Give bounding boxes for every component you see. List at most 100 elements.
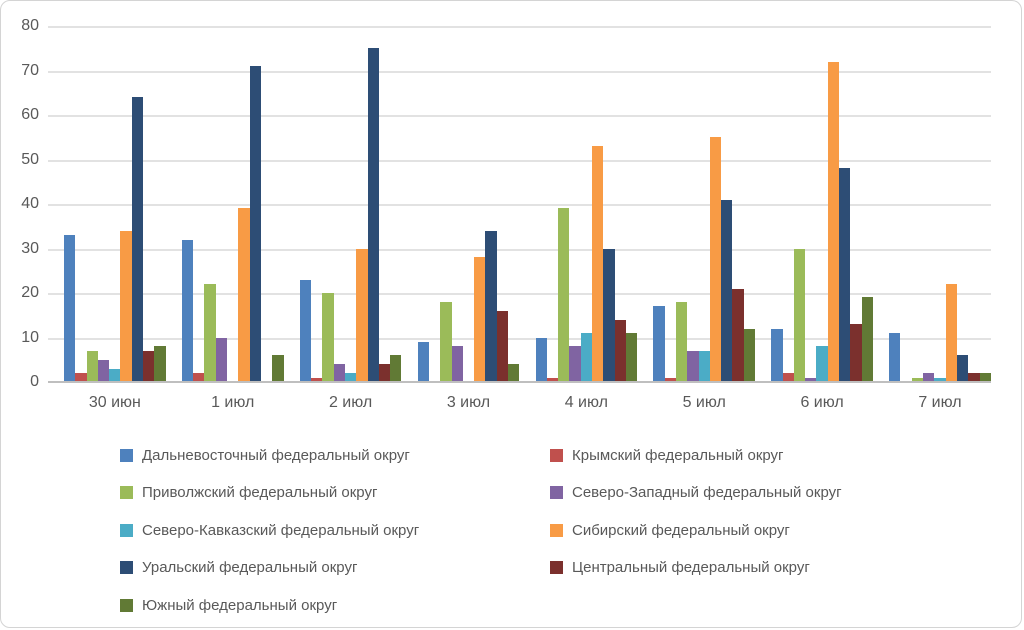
bar bbox=[591, 146, 604, 382]
gridline bbox=[48, 337, 991, 340]
bar bbox=[215, 337, 228, 382]
x-tick-label: 2 июл bbox=[328, 394, 373, 411]
legend: Дальневосточный федеральный округ Крымски… bbox=[1, 439, 1023, 624]
legend-swatch-icon bbox=[550, 448, 563, 462]
bar bbox=[934, 377, 946, 382]
bar bbox=[558, 208, 570, 382]
legend-label: Уральский федеральный округ bbox=[142, 559, 358, 577]
y-tick-label: 20 bbox=[21, 284, 39, 301]
bar bbox=[417, 341, 429, 382]
bar bbox=[390, 355, 402, 382]
bar bbox=[193, 373, 205, 382]
bar bbox=[945, 284, 957, 382]
legend-label: Приволжский федеральный округ bbox=[142, 484, 378, 502]
bar bbox=[805, 377, 817, 382]
legend-item: Северо-Кавказский федеральный округ bbox=[120, 519, 419, 541]
bar bbox=[569, 346, 581, 382]
bar-group-1-июл bbox=[181, 26, 284, 382]
bar bbox=[614, 319, 626, 382]
bar bbox=[698, 350, 710, 382]
bar bbox=[272, 355, 284, 382]
legend-label: Дальневосточный федеральный округ bbox=[142, 446, 410, 464]
bar bbox=[97, 359, 110, 382]
bar bbox=[238, 208, 250, 382]
legend-label: Северо-Кавказский федеральный округ bbox=[142, 521, 420, 539]
bar bbox=[64, 235, 76, 382]
y-tick-label: 70 bbox=[21, 61, 39, 79]
gridline bbox=[48, 26, 991, 28]
bar bbox=[839, 168, 851, 382]
bar bbox=[979, 373, 991, 382]
y-tick-label: 80 bbox=[21, 17, 39, 34]
bar bbox=[356, 248, 368, 382]
bar-group-30-июн bbox=[64, 26, 166, 382]
bar bbox=[850, 324, 862, 382]
bar bbox=[508, 364, 520, 382]
bar bbox=[120, 230, 132, 382]
bar-group-3-июл bbox=[417, 26, 520, 382]
gridline bbox=[48, 159, 991, 162]
bar-group-2-июл bbox=[299, 26, 402, 382]
bar bbox=[603, 248, 615, 382]
bar bbox=[732, 288, 744, 382]
legend-item: Сибирский федеральный округ bbox=[550, 519, 790, 541]
gridline bbox=[48, 248, 991, 251]
bar bbox=[771, 328, 783, 382]
bar bbox=[249, 66, 261, 382]
bar bbox=[861, 297, 873, 382]
bar bbox=[793, 248, 806, 382]
gridline bbox=[48, 70, 991, 73]
gridline bbox=[48, 204, 991, 206]
bar bbox=[451, 346, 463, 382]
bar bbox=[827, 61, 840, 382]
bar bbox=[743, 328, 756, 382]
bar bbox=[86, 350, 98, 382]
x-tick-label: 5 июл bbox=[682, 394, 726, 411]
bar bbox=[143, 350, 155, 382]
legend-swatch-icon bbox=[550, 523, 563, 537]
x-tick-label: 6 июл bbox=[800, 394, 844, 411]
legend-swatch-icon bbox=[550, 561, 563, 575]
y-tick-label: 60 bbox=[21, 106, 39, 123]
legend-item: Северо-Западный федеральный округ bbox=[550, 482, 842, 504]
legend-swatch-icon bbox=[120, 523, 133, 537]
bar bbox=[625, 333, 638, 382]
y-tick-label: 40 bbox=[21, 195, 39, 212]
bar bbox=[333, 364, 345, 382]
legend-label: Крымский федеральный округ bbox=[572, 446, 784, 464]
bar bbox=[131, 97, 144, 382]
legend-label: Северо-Западный федеральный округ bbox=[572, 484, 842, 502]
legend-label: Южный федеральный округ bbox=[142, 596, 338, 614]
bar bbox=[344, 373, 357, 382]
bar bbox=[311, 377, 323, 382]
bar bbox=[474, 257, 486, 382]
bar bbox=[546, 377, 559, 382]
y-tick-label: 0 bbox=[30, 373, 39, 390]
bar bbox=[664, 377, 676, 382]
legend-item: Уральский федеральный округ bbox=[120, 557, 357, 579]
bar-group-5-июл bbox=[653, 26, 756, 382]
plot-area bbox=[48, 26, 991, 382]
legend-item: Южный федеральный округ bbox=[120, 594, 337, 616]
bar bbox=[154, 346, 166, 382]
legend-item: Центральный федеральный округ bbox=[550, 557, 810, 579]
bar bbox=[580, 333, 592, 382]
bar bbox=[535, 337, 547, 382]
gridline bbox=[48, 293, 991, 295]
legend-swatch-icon bbox=[120, 448, 133, 462]
x-tick-label: 4 июл bbox=[564, 394, 608, 411]
bar bbox=[709, 137, 722, 382]
bar bbox=[653, 306, 665, 382]
bar bbox=[911, 377, 924, 382]
bar bbox=[675, 301, 688, 382]
bar bbox=[204, 284, 216, 382]
x-tick-label: 1 июл bbox=[211, 394, 255, 411]
y-tick-label: 30 bbox=[21, 239, 39, 257]
bar bbox=[299, 279, 312, 382]
x-tick-label: 3 июл bbox=[446, 394, 491, 411]
legend-item: Приволжский федеральный округ bbox=[120, 482, 377, 504]
y-tick-label: 10 bbox=[21, 328, 39, 346]
bar bbox=[968, 373, 980, 382]
bar bbox=[687, 350, 699, 382]
